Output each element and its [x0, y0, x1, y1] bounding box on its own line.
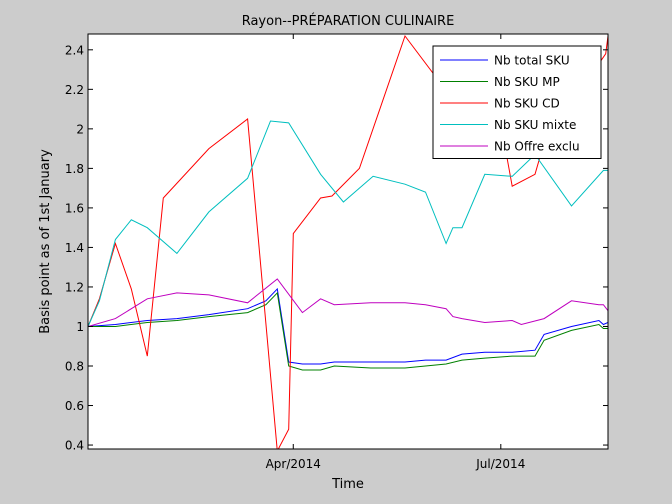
y-tick-label: 1.4: [65, 241, 84, 255]
legend-label: Nb SKU mixte: [494, 118, 576, 132]
series-line-nb-offre-exclu: [88, 278, 608, 327]
y-tick-label: 2.2: [65, 83, 84, 97]
legend-label: Nb SKU CD: [494, 97, 560, 111]
series-line-nb-sku-mp: [88, 291, 608, 371]
legend-label: Nb SKU MP: [494, 75, 560, 89]
x-tick-label: Jul/2014: [475, 457, 525, 471]
y-tick-label: 1.2: [65, 280, 84, 294]
legend-label: Nb Offre exclu: [494, 140, 580, 154]
series-line-nb-sku-cd: [88, 34, 608, 449]
x-tick-label: Apr/2014: [266, 457, 321, 471]
chart-title: Rayon--PRÉPARATION CULINAIRE: [242, 13, 455, 29]
series-layer: [88, 34, 608, 449]
legend-label: Nb total SKU: [494, 54, 570, 68]
y-tick-label: 2.4: [65, 43, 84, 57]
y-tick-label: 2: [76, 122, 84, 136]
y-tick-label: 1.8: [65, 162, 84, 176]
x-axis-label: Time: [331, 477, 364, 492]
legend: Nb total SKU Nb SKU MP Nb SKU CD Nb SKU mix…: [432, 45, 602, 159]
y-tick-label: 0.8: [65, 360, 84, 374]
plot-frame: [87, 33, 609, 450]
y-tick-label: 1.6: [65, 201, 84, 215]
legend-box: [432, 45, 602, 159]
series-line-nb-total-sku: [88, 287, 608, 365]
y-tick-label: 0.4: [65, 439, 84, 453]
y-tick-label: 1: [76, 320, 84, 334]
ticks-layer: 0.4 0.6 0.8 1 1.2 1.4 1.6 1.8 2 2.2 2.4 Apr/2014 Jul…: [65, 34, 608, 471]
y-tick-label: 0.6: [65, 399, 84, 413]
series-line-nb-sku-mixte: [88, 120, 608, 327]
y-axis-label: Basis point as of 1st January: [38, 149, 53, 334]
